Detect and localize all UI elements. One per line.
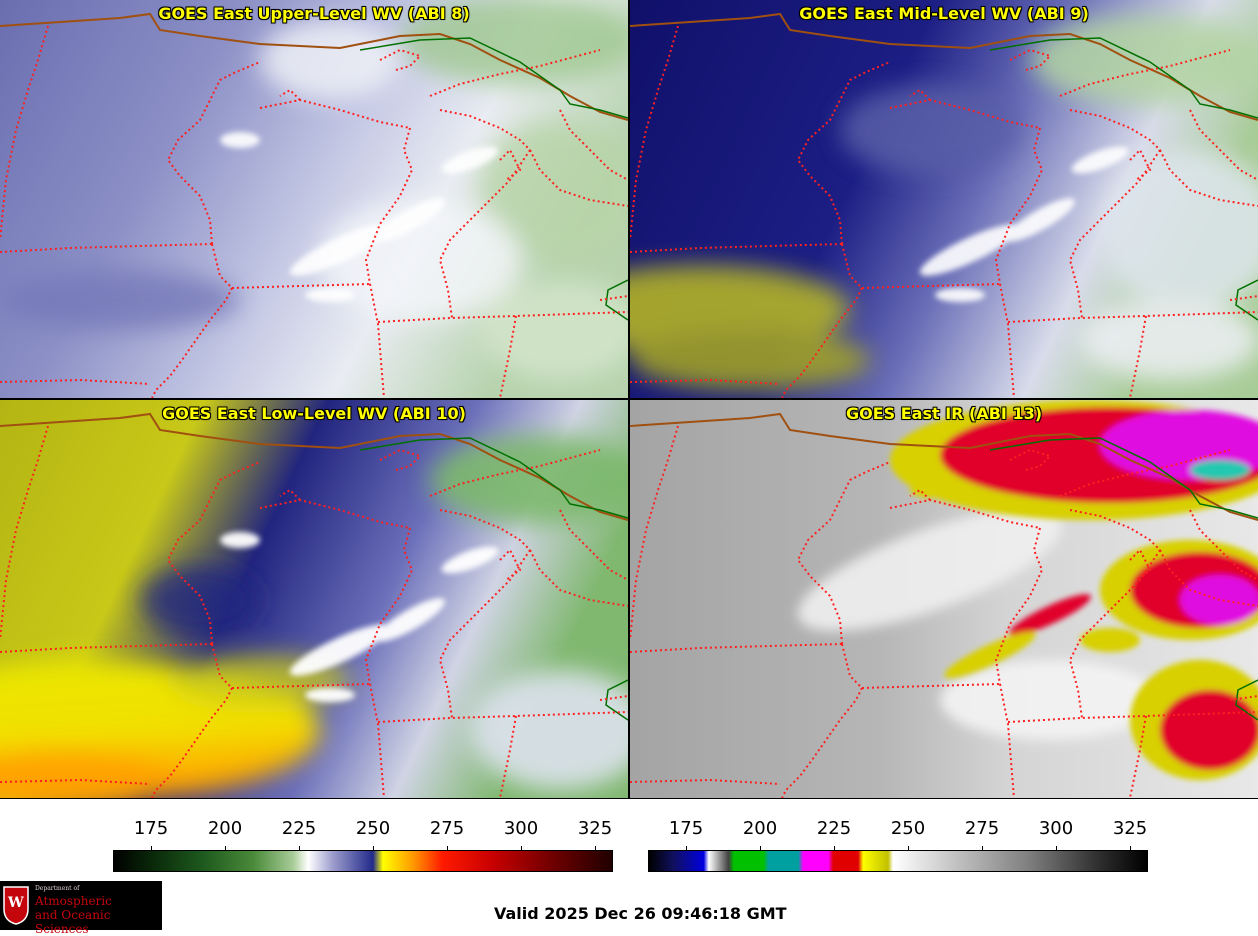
cbar-wv-tick-250: 250	[355, 818, 391, 839]
panel-ir: GOES East IR (ABI 13)	[629, 399, 1258, 799]
uw-crest-icon	[3, 886, 29, 925]
colorbar-wv: 175 200 225 250 275 300 325	[113, 812, 613, 872]
logo-dept: Department of	[35, 885, 80, 892]
cbar-ir-tick-175: 175	[668, 818, 704, 839]
colorbar-wv-gradient	[113, 850, 613, 872]
cbar-wv-tick-175: 175	[133, 818, 169, 839]
panel-title-upper: GOES East Upper-Level WV (ABI 8)	[158, 4, 470, 23]
cbar-wv-tick-300: 300	[503, 818, 539, 839]
cbar-wv-tick-325: 325	[577, 818, 613, 839]
valid-time: Valid 2025 Dec 26 09:46:18 GMT	[494, 904, 787, 923]
ir-image	[630, 400, 1258, 798]
logo-line1: Atmospheric	[35, 894, 112, 908]
panel-mid-level-wv: GOES East Mid-Level WV (ABI 9)	[629, 0, 1258, 399]
cbar-ir-tick-275: 275	[964, 818, 1000, 839]
cbar-ir-tick-200: 200	[742, 818, 778, 839]
colorbar-ir: 175 200 225 250 275 300 325	[648, 812, 1148, 872]
colorbar-ir-gradient	[648, 850, 1148, 872]
cbar-wv-tick-275: 275	[429, 818, 465, 839]
cbar-wv-tick-200: 200	[207, 818, 243, 839]
cbar-ir-tick-325: 325	[1112, 818, 1148, 839]
cbar-ir-tick-225: 225	[816, 818, 852, 839]
upper-level-wv-image	[0, 0, 628, 398]
crest-letter: W	[8, 895, 24, 911]
panel-upper-level-wv: GOES East Upper-Level WV (ABI 8)	[0, 0, 629, 399]
panel-low-level-wv: GOES East Low-Level WV (ABI 10)	[0, 399, 629, 799]
mid-level-wv-image	[630, 0, 1258, 398]
cbar-ir-tick-300: 300	[1038, 818, 1074, 839]
aos-logo: W Department of Atmospheric and Oceanic …	[0, 881, 162, 936]
panel-title-ir: GOES East IR (ABI 13)	[845, 404, 1043, 423]
panel-title-mid: GOES East Mid-Level WV (ABI 9)	[799, 4, 1089, 23]
cbar-ir-tick-250: 250	[890, 818, 926, 839]
panel-title-low: GOES East Low-Level WV (ABI 10)	[162, 404, 466, 423]
cbar-wv-tick-225: 225	[281, 818, 317, 839]
logo-line2: and Oceanic Sciences	[35, 908, 111, 936]
low-level-wv-image	[0, 400, 628, 798]
